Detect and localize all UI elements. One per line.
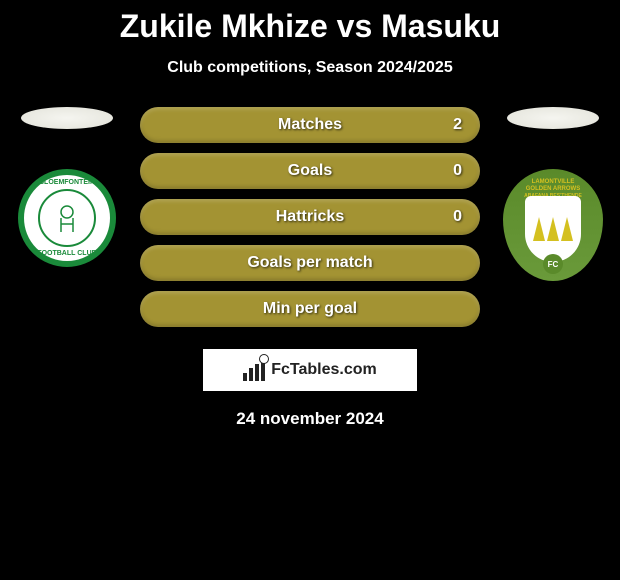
crest2-banner-mid: GOLDEN ARROWS [526,186,580,192]
arrows-icon [533,217,573,241]
watermark-text: FcTables.com [271,361,377,379]
snapshot-date: 24 november 2024 [0,409,620,429]
crest1-inner-icon [38,189,96,247]
stat-label: Goals [288,162,332,180]
stat-label: Matches [278,116,342,134]
team2-crest: LAMONTVILLE GOLDEN ARROWS ABAFANA BES'TH… [503,169,603,281]
comparison-title: Zukile Mkhize vs Masuku [0,0,620,45]
crest2-fc-badge: FC [543,254,563,274]
right-player-column: LAMONTVILLE GOLDEN ARROWS ABAFANA BES'TH… [498,107,608,281]
stats-column: Matches 2 Goals 0 Hattricks 0 Goals per … [140,107,480,327]
stat-row-hattricks: Hattricks 0 [140,199,480,235]
right-player-portrait-placeholder [507,107,599,129]
team1-crest: BLOEMFONTEIN FOOTBALL CLUB [18,169,116,267]
comparison-subtitle: Club competitions, Season 2024/2025 [0,59,620,77]
crest1-bottom-text: FOOTBALL CLUB [37,250,96,257]
stat-row-min-per-goal: Min per goal [140,291,480,327]
crest1-top-text: BLOEMFONTEIN [39,179,95,186]
comparison-content: BLOEMFONTEIN FOOTBALL CLUB Matches 2 Goa… [0,107,620,327]
left-player-portrait-placeholder [21,107,113,129]
stat-right-value: 0 [453,162,462,180]
source-watermark: FcTables.com [203,349,417,391]
stat-label: Goals per match [247,254,372,272]
crest2-banner-top: LAMONTVILLE [532,179,575,185]
chart-icon [243,360,265,381]
stat-label: Hattricks [276,208,344,226]
left-player-column: BLOEMFONTEIN FOOTBALL CLUB [12,107,122,267]
stat-label: Min per goal [263,300,357,318]
crest2-shield: FC [525,196,581,262]
stat-row-goals-per-match: Goals per match [140,245,480,281]
stat-right-value: 0 [453,208,462,226]
stat-row-goals: Goals 0 [140,153,480,189]
stat-right-value: 2 [453,116,462,134]
stat-row-matches: Matches 2 [140,107,480,143]
